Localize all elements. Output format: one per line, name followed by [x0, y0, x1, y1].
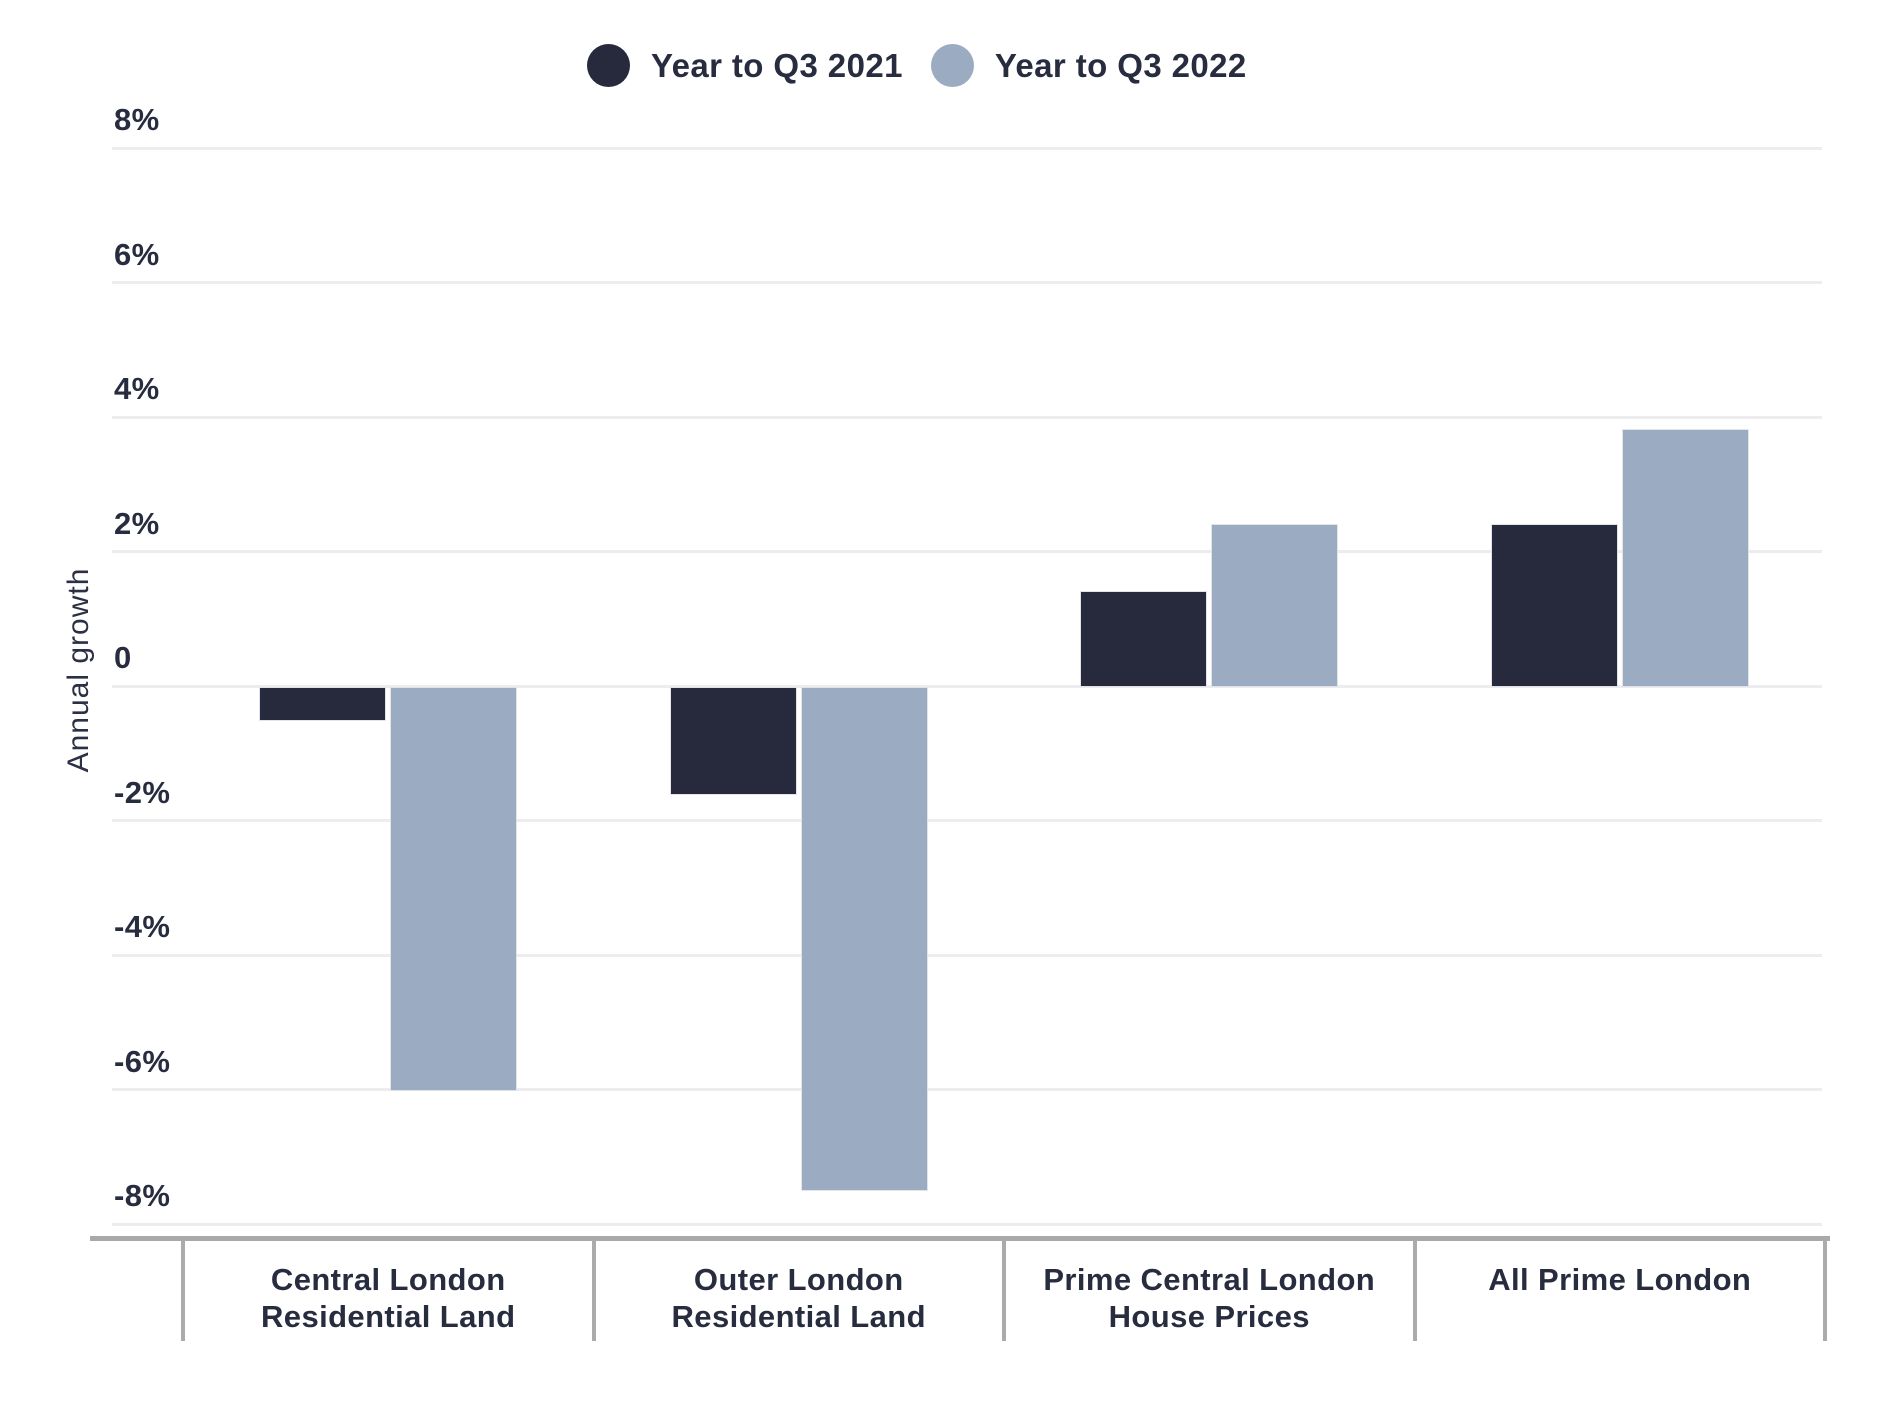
gridline--6%: [112, 1088, 1822, 1091]
gridline-4%: [112, 415, 1822, 419]
y-tick-label-4%: 4%: [114, 371, 160, 406]
category-separator-2: [591, 1238, 596, 1341]
gridline-2%: [112, 550, 1822, 553]
category-label-3: Prime Central London House Prices: [1043, 1262, 1376, 1334]
bar-q3-2021-cat2[interactable]: [669, 687, 797, 795]
legend-swatch-2022-icon: [930, 44, 974, 87]
y-tick-label--4%: -4%: [114, 909, 171, 944]
x-axis-line: [90, 1236, 1830, 1241]
legend-item-year-to-q3-2021[interactable]: Year to Q3 2021: [587, 44, 903, 87]
category-label-4: All Prime London: [1488, 1262, 1752, 1297]
bar-q3-2022-cat4[interactable]: [1621, 429, 1749, 687]
gridline-6%: [112, 281, 1822, 284]
bar-q3-2022-cat1[interactable]: [390, 687, 518, 1091]
legend: Year to Q3 2021 Year to Q3 2022: [587, 44, 1247, 87]
gridline--2%: [112, 819, 1822, 822]
category-separator-1: [181, 1238, 185, 1341]
legend-item-year-to-q3-2022[interactable]: Year to Q3 2022: [930, 44, 1247, 87]
bar-q3-2021-cat1[interactable]: [259, 687, 387, 721]
bar-q3-2021-cat4[interactable]: [1490, 523, 1618, 687]
category-label-1: Central London Residential Land: [261, 1262, 516, 1334]
y-tick-label-0: 0: [114, 640, 132, 675]
legend-label-2021: Year to Q3 2021: [651, 46, 903, 84]
y-axis-title: Annual growth: [62, 567, 95, 773]
plot-area: 8% 6% 4% 2% 0 -2% -4% -6% -8%: [112, 102, 1822, 1226]
gridline--4%: [112, 953, 1822, 957]
y-tick-label--6%: -6%: [114, 1043, 171, 1079]
category-label-2: Outer London Residential Land: [671, 1262, 926, 1334]
bar-q3-2022-cat3[interactable]: [1211, 523, 1339, 687]
gridline-0: [112, 684, 1822, 688]
y-tick-label--2%: -2%: [114, 774, 171, 810]
legend-label-2022: Year to Q3 2022: [994, 46, 1247, 84]
bar-q3-2021-cat3[interactable]: [1080, 590, 1208, 687]
category-separator-4: [1412, 1238, 1417, 1341]
y-tick-label-8%: 8%: [114, 102, 160, 137]
y-tick-label-2%: 2%: [114, 505, 160, 541]
gridline-8%: [112, 146, 1822, 150]
gridline--8%: [112, 1222, 1822, 1226]
y-tick-label-6%: 6%: [114, 236, 160, 272]
legend-swatch-2021-icon: [587, 44, 630, 87]
category-separator-3: [1002, 1238, 1006, 1341]
category-separator-5: [1823, 1238, 1827, 1341]
y-tick-label--8%: -8%: [114, 1178, 171, 1213]
bar-q3-2022-cat2[interactable]: [800, 686, 928, 1192]
